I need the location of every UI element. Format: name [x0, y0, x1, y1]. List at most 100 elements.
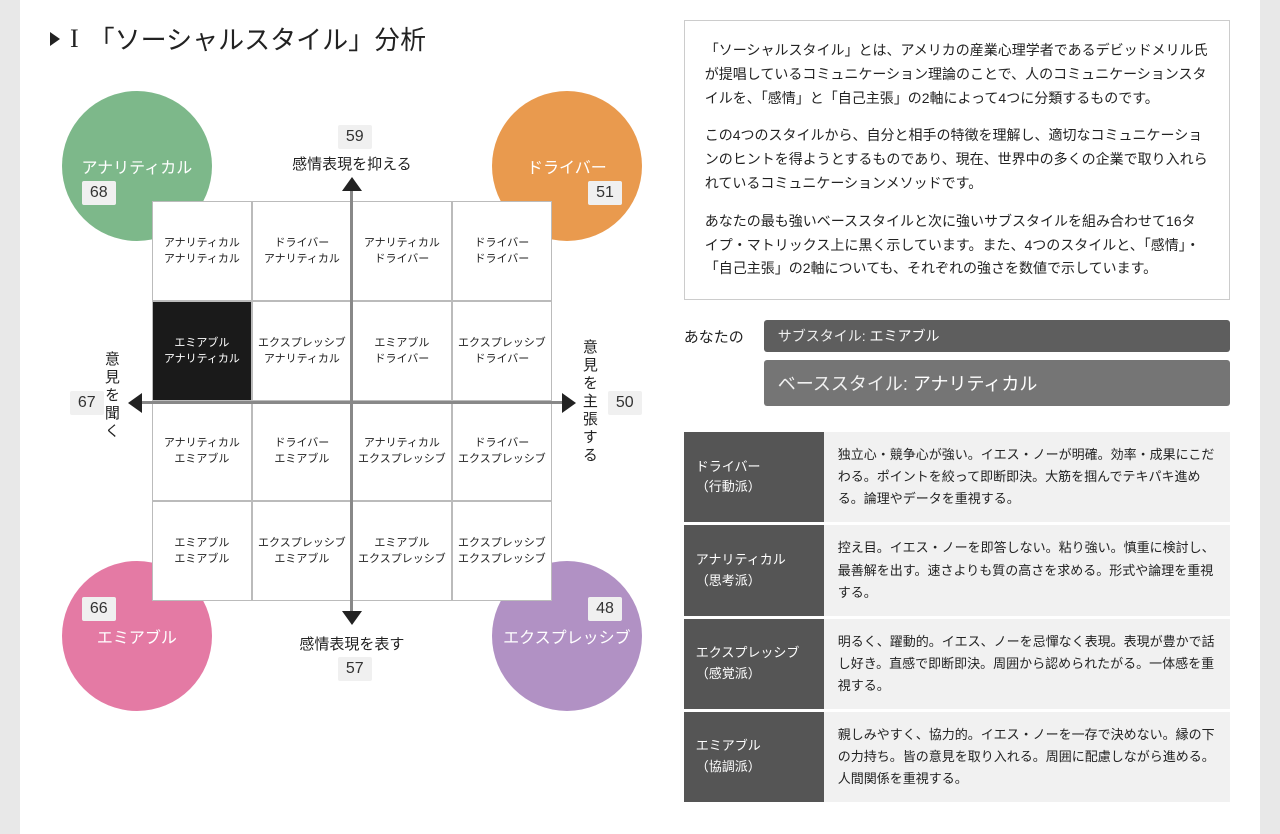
cell-line2: エミアブル: [274, 551, 329, 568]
sub-style-label: サブスタイル:: [778, 328, 866, 344]
axis-label-bottom: 感情表現を表す: [282, 633, 422, 654]
cell-line2: エクスプレッシブ: [458, 451, 546, 468]
axis-score-left: 67: [70, 391, 104, 415]
cell-line2: アナリティカル: [264, 251, 340, 268]
cell-line1: アナリティカル: [364, 235, 440, 252]
cell-line2: アナリティカル: [164, 251, 240, 268]
description-p3: あなたの最も強いベーススタイルと次に強いサブスタイルを組み合わせて16タイプ・マ…: [705, 210, 1209, 281]
cell-line2: エクスプレッシブ: [458, 551, 546, 568]
section-marker-icon: [50, 32, 60, 46]
cell-line2: エミアブル: [174, 551, 229, 568]
definition-name: アナリティカル（思考派）: [684, 525, 824, 615]
matrix-cell: エクスプレッシブエミアブル: [252, 501, 352, 601]
definition-text: 親しみやすく、協力的。イエス・ノーを一存で決めない。縁の下の力持ち。皆の意見を取…: [824, 712, 1230, 802]
matrix-cell: エミアブルアナリティカル: [152, 301, 252, 401]
section-title: 「ソーシャルスタイル」分析: [89, 20, 426, 57]
cell-line1: ドライバー: [474, 435, 529, 452]
cell-line1: アナリティカル: [164, 435, 240, 452]
cell-line1: ドライバー: [274, 235, 329, 252]
arrow-right-icon: [562, 393, 576, 413]
cell-line1: エクスプレッシブ: [258, 335, 346, 352]
score-amiable: 66: [82, 597, 116, 621]
left-column: I 「ソーシャルスタイル」分析 アナリティカル ドライバー エミアブル エクスプ…: [50, 20, 654, 814]
cell-line2: エミアブル: [274, 451, 329, 468]
cell-line1: エミアブル: [174, 535, 229, 552]
matrix-cell: エミアブルドライバー: [352, 301, 452, 401]
matrix-cell: エクスプレッシブアナリティカル: [252, 301, 352, 401]
right-column: 「ソーシャルスタイル」とは、アメリカの産業心理学者であるデビッドメリル氏が提唱し…: [684, 20, 1230, 814]
quadrant-label: エミアブル: [97, 624, 177, 648]
arrow-down-icon: [342, 611, 362, 625]
cell-line1: ドライバー: [274, 435, 329, 452]
quadrant-label: アナリティカル: [82, 154, 193, 178]
score-analytical: 68: [82, 181, 116, 205]
base-style-label: ベーススタイル:: [778, 374, 908, 394]
axis-score-top: 59: [338, 125, 372, 149]
quadrant-label: ドライバー: [527, 154, 607, 178]
axis-score-bottom: 57: [338, 657, 372, 681]
axis-label-right: 意見を主張する: [582, 339, 600, 465]
description-p2: この4つのスタイルから、自分と相手の特徴を理解し、適切なコミュニケーションのヒン…: [705, 124, 1209, 195]
cell-line2: ドライバー: [474, 351, 529, 368]
page-container: I 「ソーシャルスタイル」分析 アナリティカル ドライバー エミアブル エクスプ…: [20, 0, 1260, 834]
your-style-block: あなたの サブスタイル: エミアブル ベーススタイル: アナリティカル: [684, 320, 1230, 414]
section-number: I: [70, 24, 79, 54]
cell-line2: エミアブル: [174, 451, 229, 468]
quadrant-label: エクスプレッシブ: [503, 624, 631, 648]
description-p1: 「ソーシャルスタイル」とは、アメリカの産業心理学者であるデビッドメリル氏が提唱し…: [705, 39, 1209, 110]
your-style-heading: あなたの: [684, 326, 764, 347]
matrix-cell: エミアブルエクスプレッシブ: [352, 501, 452, 601]
matrix-cell: エクスプレッシブエクスプレッシブ: [452, 501, 552, 601]
base-style-value: アナリティカル: [913, 374, 1038, 394]
cell-line1: アナリティカル: [164, 235, 240, 252]
cell-line1: エクスプレッシブ: [458, 335, 546, 352]
base-style-pill: ベーススタイル: アナリティカル: [764, 360, 1230, 406]
matrix-cell: ドライバーアナリティカル: [252, 201, 352, 301]
axis-score-right: 50: [608, 391, 642, 415]
matrix-cell: ドライバードライバー: [452, 201, 552, 301]
definition-name: エミアブル（協調派）: [684, 712, 824, 802]
arrow-left-icon: [128, 393, 142, 413]
definition-text: 独立心・競争心が強い。イエス・ノーが明確。効率・成果にこだわる。ポイントを絞って…: [824, 432, 1230, 522]
definition-text: 明るく、躍動的。イエス、ノーを忌憚なく表現。表現が豊かで話し好き。直感で即断即決…: [824, 619, 1230, 709]
cell-line2: ドライバー: [374, 251, 429, 268]
cell-line2: エクスプレッシブ: [358, 551, 446, 568]
cell-line1: エミアブル: [374, 335, 429, 352]
score-driver: 51: [588, 181, 622, 205]
cell-line1: エクスプレッシブ: [258, 535, 346, 552]
score-expressive: 48: [588, 597, 622, 621]
axis-label-top: 感情表現を抑える: [282, 153, 422, 174]
matrix-cell: アナリティカルエミアブル: [152, 401, 252, 501]
matrix-cell: アナリティカルドライバー: [352, 201, 452, 301]
cell-line2: ドライバー: [374, 351, 429, 368]
cell-line2: ドライバー: [474, 251, 529, 268]
cell-line1: エクスプレッシブ: [458, 535, 546, 552]
matrix-cell: アナリティカルエクスプレッシブ: [352, 401, 452, 501]
matrix-cell: ドライバーエミアブル: [252, 401, 352, 501]
section-header: I 「ソーシャルスタイル」分析: [50, 20, 654, 57]
cell-line1: アナリティカル: [364, 435, 440, 452]
definition-row: アナリティカル（思考派）控え目。イエス・ノーを即答しない。粘り強い。慎重に検討し…: [684, 525, 1230, 618]
definition-row: ドライバー（行動派）独立心・競争心が強い。イエス・ノーが明確。効率・成果にこだわ…: [684, 432, 1230, 525]
matrix-cell: エミアブルエミアブル: [152, 501, 252, 601]
style-definitions-table: ドライバー（行動派）独立心・競争心が強い。イエス・ノーが明確。効率・成果にこだわ…: [684, 432, 1230, 805]
definition-name: エクスプレッシブ（感覚派）: [684, 619, 824, 709]
cell-line2: アナリティカル: [264, 351, 340, 368]
matrix-cell: エクスプレッシブドライバー: [452, 301, 552, 401]
matrix-cell: ドライバーエクスプレッシブ: [452, 401, 552, 501]
axis-label-left: 意見を聞く: [104, 351, 122, 441]
social-style-diagram: アナリティカル ドライバー エミアブル エクスプレッシブ 68 51 66 48…: [52, 81, 652, 721]
cell-line2: エクスプレッシブ: [358, 451, 446, 468]
cell-line2: アナリティカル: [164, 351, 240, 368]
cell-line1: エミアブル: [174, 335, 229, 352]
axis-vertical: [350, 189, 353, 613]
arrow-up-icon: [342, 177, 362, 191]
sub-style-value: エミアブル: [870, 328, 940, 344]
cell-line1: ドライバー: [474, 235, 529, 252]
matrix-cell: アナリティカルアナリティカル: [152, 201, 252, 301]
definition-name: ドライバー（行動派）: [684, 432, 824, 522]
cell-line1: エミアブル: [374, 535, 429, 552]
description-box: 「ソーシャルスタイル」とは、アメリカの産業心理学者であるデビッドメリル氏が提唱し…: [684, 20, 1230, 300]
definition-text: 控え目。イエス・ノーを即答しない。粘り強い。慎重に検討し、最善解を出す。速さより…: [824, 525, 1230, 615]
definition-row: エミアブル（協調派）親しみやすく、協力的。イエス・ノーを一存で決めない。縁の下の…: [684, 712, 1230, 805]
